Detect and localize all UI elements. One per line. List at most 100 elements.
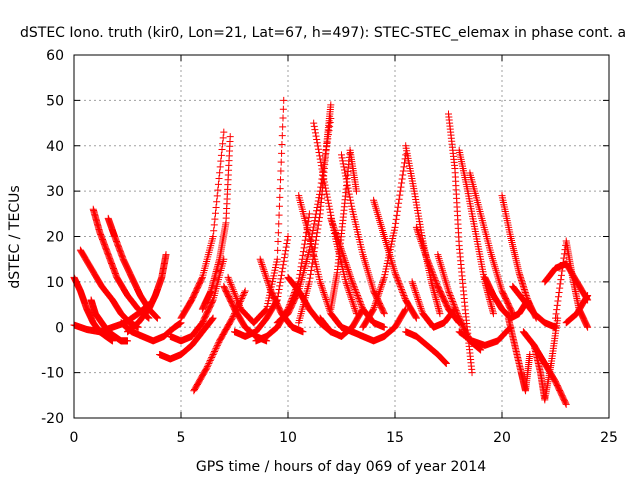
data-point-marker [421, 250, 429, 258]
data-point-marker [307, 267, 315, 275]
data-point-marker [317, 162, 325, 170]
data-point-marker [265, 282, 273, 290]
data-point-marker [347, 292, 355, 300]
data-point-marker [374, 293, 382, 301]
data-point-marker [283, 236, 291, 244]
data-point-marker [279, 123, 287, 131]
data-point-marker [276, 282, 284, 290]
data-point-marker [263, 276, 271, 284]
data-point-marker [231, 291, 239, 299]
data-point-marker [377, 284, 385, 292]
data-point-marker [260, 268, 268, 276]
data-point-marker [305, 214, 313, 222]
data-point-marker [342, 278, 350, 286]
data-point-marker [351, 306, 359, 314]
data-point-marker [562, 400, 570, 408]
data-point-marker [427, 266, 435, 274]
data-point-marker [276, 185, 284, 193]
data-point-marker [353, 290, 361, 298]
data-point-marker [447, 295, 455, 303]
data-point-marker [552, 314, 559, 322]
data-point-marker [235, 300, 243, 308]
data-point-marker [301, 236, 309, 244]
data-point-marker [277, 158, 285, 166]
data-point-marker [415, 230, 423, 238]
data-point-marker [452, 307, 460, 315]
data-point-marker [374, 291, 382, 299]
data-point-marker [346, 196, 354, 204]
data-point-marker [325, 199, 333, 207]
data-point-marker [211, 215, 219, 223]
data-point-marker [348, 297, 356, 305]
data-point-marker [341, 169, 349, 177]
data-point-marker [308, 259, 316, 267]
data-point-marker [345, 288, 353, 296]
data-point-marker [260, 266, 268, 274]
data-point-marker [212, 204, 220, 212]
data-point-marker [319, 287, 327, 295]
data-point-marker [320, 290, 328, 298]
data-point-marker [211, 346, 219, 354]
data-point-marker [326, 208, 334, 216]
data-point-marker [213, 192, 221, 200]
data-point-marker [343, 264, 351, 272]
data-point-marker [314, 221, 322, 229]
data-point-marker [414, 296, 422, 304]
data-point-marker [354, 293, 362, 301]
data-point-marker [318, 283, 326, 291]
y-tick-label: -10 [41, 366, 64, 382]
data-point-marker [279, 105, 287, 113]
data-point-marker [323, 190, 331, 198]
data-point-marker [315, 149, 323, 157]
data-point-marker [347, 199, 355, 207]
y-tick-label: 0 [55, 320, 64, 336]
data-point-marker [214, 186, 222, 194]
data-point-marker [262, 273, 270, 281]
data-point-marker [340, 255, 348, 263]
data-point-marker [211, 209, 219, 217]
data-point-marker [326, 306, 334, 314]
data-point-marker [209, 233, 217, 240]
data-point-marker [211, 347, 219, 355]
data-point-marker [393, 273, 401, 281]
data-point-marker [299, 251, 307, 259]
data-point-marker [216, 163, 224, 171]
data-point-marker [210, 227, 218, 235]
data-point-marker [401, 293, 409, 301]
data-point-marker [203, 364, 211, 372]
data-point-marker [452, 305, 460, 313]
data-point-marker [412, 223, 420, 231]
data-point-marker [489, 310, 497, 318]
data-point-marker [348, 202, 356, 210]
data-point-marker [219, 140, 227, 148]
data-point-marker [229, 313, 237, 321]
data-point-marker [420, 245, 428, 253]
data-point-marker [351, 284, 359, 292]
data-point-marker [392, 215, 400, 223]
data-point-marker [305, 246, 313, 254]
data-point-marker [526, 350, 534, 358]
data-point-marker [277, 275, 285, 283]
data-point-marker [413, 292, 421, 300]
data-point-marker [477, 346, 485, 354]
data-point-marker [327, 216, 335, 224]
data-point-marker [344, 266, 352, 274]
data-point-marker [392, 272, 400, 280]
data-point-marker [556, 280, 564, 288]
data-point-marker [393, 207, 401, 215]
data-point-marker [314, 142, 322, 150]
data-point-marker [233, 296, 241, 304]
data-point-marker [415, 232, 423, 240]
data-point-marker [318, 285, 326, 293]
data-point-marker [228, 314, 236, 322]
data-point-marker [342, 172, 350, 180]
data-point-marker [346, 271, 354, 279]
data-point-marker [322, 184, 330, 192]
data-point-marker [340, 163, 348, 171]
data-point-marker [224, 273, 232, 281]
tick-labels: 0 5 10 15 20 25 -20 -10 0 10 20 30 40 50 60 [41, 48, 618, 446]
data-point-marker [283, 240, 291, 248]
data-point-marker [214, 180, 222, 188]
data-point-marker [277, 176, 285, 184]
data-point-marker [332, 230, 340, 238]
